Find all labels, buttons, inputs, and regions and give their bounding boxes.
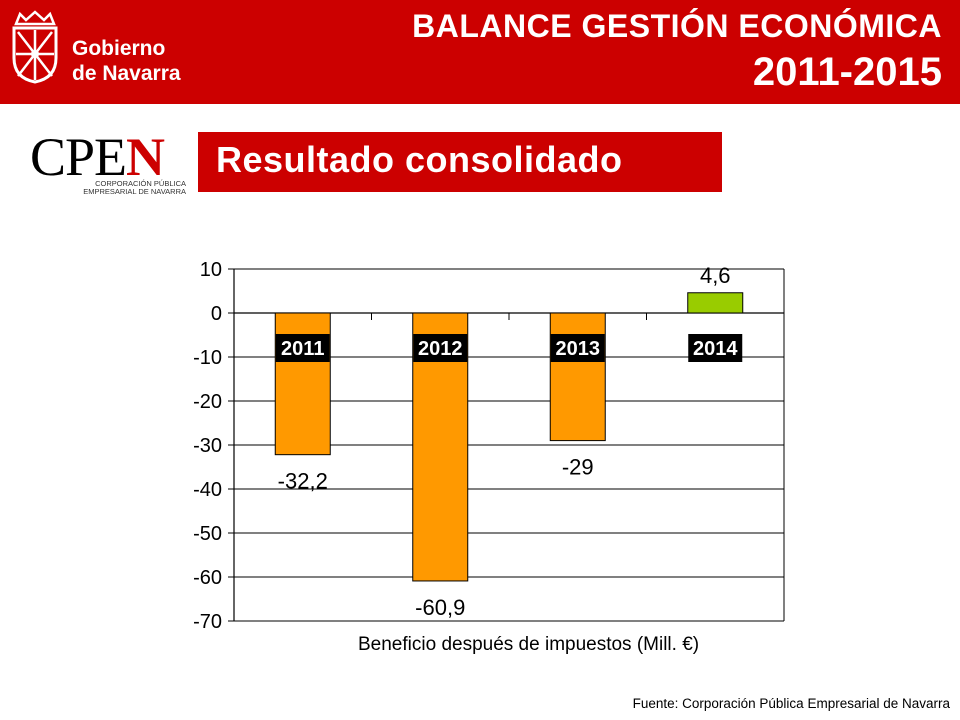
value-label: -60,9	[415, 595, 465, 620]
y-tick-label: -10	[193, 347, 222, 369]
cpen-logo: CPEN CORPORACIÓN PÚBLICA EMPRESARIAL DE …	[30, 130, 190, 200]
chart-caption: Beneficio después de impuestos (Mill. €)	[358, 634, 700, 655]
category-label: 2012	[418, 338, 463, 360]
y-tick-label: -70	[193, 611, 222, 633]
y-tick-label: -20	[193, 391, 222, 413]
gobierno-navarra-logo: Gobierno de Navarra	[10, 10, 190, 86]
category-label-box	[413, 334, 468, 362]
cpen-wordmark: CPEN	[30, 127, 165, 187]
y-tick-label: -60	[193, 567, 222, 589]
header-years: 2011-2015	[752, 50, 942, 94]
bar-chart: 10 0 -10 -20 -30 -40 -50 -60 -70 2011 -32,2 2012 -60…	[193, 259, 785, 633]
bar	[549, 312, 606, 442]
category-label-box	[275, 334, 330, 362]
y-tick-label: 10	[200, 259, 222, 281]
section-title-box: Resultado consolidado	[198, 132, 722, 192]
y-tick-label: -40	[193, 479, 222, 501]
category-label: 2014	[693, 338, 738, 360]
cpen-word-main: CPE	[30, 127, 127, 187]
value-label: -29	[562, 455, 594, 480]
section-title: Resultado consolidado	[216, 139, 623, 180]
cpen-sub-line1: CORPORACIÓN PÚBLICA	[95, 179, 186, 188]
category-label: 2013	[556, 338, 601, 360]
category-label: 2011	[281, 338, 324, 360]
y-tick-label: 0	[211, 303, 222, 325]
navarra-crest-icon	[12, 10, 58, 84]
cpen-word-accent: N	[126, 127, 165, 187]
category-label-box	[688, 334, 743, 362]
y-tick-label: -30	[193, 435, 222, 457]
logo-text: Gobierno de Navarra	[72, 36, 181, 86]
header-title: BALANCE GESTIÓN ECONÓMICA	[412, 8, 942, 44]
bar	[687, 292, 744, 314]
cpen-sub-line2: EMPRESARIAL DE NAVARRA	[83, 187, 186, 196]
logo-line2: de Navarra	[72, 62, 181, 85]
source-note: Fuente: Corporación Pública Empresarial …	[632, 696, 950, 711]
logo-line1: Gobierno	[72, 37, 166, 60]
category-label-box	[550, 334, 605, 362]
value-label: 4,6	[700, 263, 731, 288]
cpen-subtitle: CORPORACIÓN PÚBLICA EMPRESARIAL DE NAVAR…	[76, 180, 186, 196]
y-tick-label: -50	[193, 523, 222, 545]
value-label: -32,2	[278, 469, 328, 494]
header-bar	[0, 0, 960, 104]
